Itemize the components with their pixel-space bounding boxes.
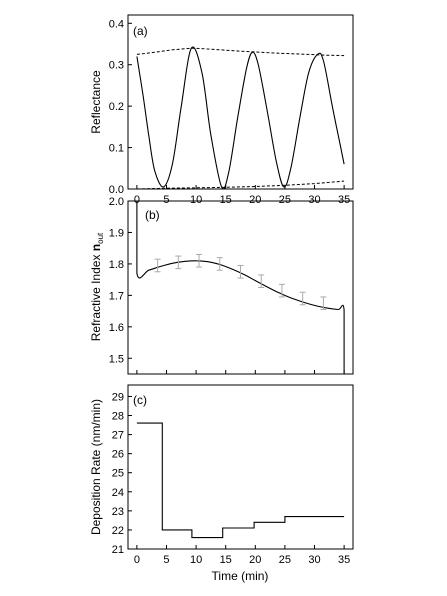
panel-a-y-tick-label: 0.2 (109, 101, 124, 113)
panel-b-frame (127, 200, 354, 375)
panel-b-error-bar (278, 283, 285, 298)
panel-c-y-tick-label: 29 (112, 391, 124, 403)
panel-a-series-envelope-line (136, 180, 345, 190)
panel-a-x-tick-label: 25 (279, 194, 291, 206)
panel-b-y-axis-title: Refractive Index nout (89, 232, 105, 341)
panel-c-x-tick-label: 15 (220, 554, 232, 566)
panel-c-y-tick-label: 21 (112, 544, 124, 556)
panel-a-y-axis-title: Reflectance (89, 70, 103, 134)
panel-b-y-tick-label: 1.7 (109, 290, 124, 302)
panel-c-x-tick-label: 10 (190, 554, 202, 566)
panel-c-x-tick-label: 30 (308, 554, 320, 566)
panel-c-ticks: 21 22 23 24 25 26 27 28 29 0 5 10 15 20 25 30 35 (112, 391, 350, 566)
panel-c-y-tick-label: 28 (112, 411, 124, 423)
panel-b-plot (136, 201, 345, 374)
panel-b-y-axis-title-subscript: out (96, 232, 105, 244)
panel-a-frame (127, 14, 354, 190)
panel-a-x-tick-label: 0 (134, 194, 140, 206)
panel-c-x-tick-label: 20 (249, 554, 261, 566)
panel-c-frame (127, 384, 354, 550)
panel-a-label: (a) (133, 24, 148, 38)
panel-b-label: (b) (145, 208, 160, 222)
panel-c-series-line (136, 422, 345, 539)
panel-c-y-axis-title: Deposition Rate (nm/min) (89, 399, 103, 535)
panel-c: (c) Deposition Rate (nm/min) Time (min) … (89, 384, 354, 583)
panel-b-error-bar (237, 264, 244, 279)
panel-b-ticks: 1.5 1.6 1.7 1.8 1.9 2.0 (109, 196, 345, 374)
panel-c-y-tick-label: 27 (112, 430, 124, 442)
panel-b-y-tick-label: 1.8 (109, 259, 124, 271)
panel-a-x-tick-label: 20 (249, 194, 261, 206)
panel-a-x-tick-label: 30 (308, 194, 320, 206)
panel-a-series-line (136, 46, 345, 190)
panel-a-y-tick-label: 0.0 (109, 184, 124, 196)
panel-c-x-tick-label: 35 (338, 554, 350, 566)
panel-c-plot (136, 422, 345, 539)
panel-c-x-tick-label: 5 (163, 554, 169, 566)
panel-c-y-tick-label: 26 (112, 449, 124, 461)
panel-b-series-line (136, 201, 345, 374)
panel-c-y-tick-label: 22 (112, 525, 124, 537)
panel-b-error-bar (216, 257, 223, 271)
panel-b-error-bar (258, 274, 265, 288)
panel-c-x-tick-label: 25 (279, 554, 291, 566)
panel-c-x-axis-title: Time (min) (212, 569, 269, 583)
panel-b-error-bar (299, 291, 306, 306)
panel-a-series-envelope-line (136, 47, 345, 57)
panel-a-plot (136, 46, 345, 190)
panel-b-y-axis-title-main: Refractive Index (89, 251, 103, 341)
panel-a-y-tick-label: 0.3 (109, 60, 124, 72)
panel-c-x-tick-label: 0 (134, 554, 140, 566)
panel-b-y-tick-label: 1.6 (109, 322, 124, 334)
panel-b-error-bar (154, 258, 161, 273)
panel-c-y-tick-label: 24 (112, 487, 124, 499)
panel-a-x-tick-label: 35 (338, 194, 350, 206)
panel-b: (b) Refractive Index nout 1.51.61.71.81.… (89, 196, 354, 375)
panel-a-x-tick-label: 5 (163, 194, 169, 206)
panel-a-x-tick-label: 10 (190, 194, 202, 206)
panel-b-error-bar (196, 253, 203, 268)
panel-c-label: (c) (133, 393, 147, 407)
panel-a-x-tick-label: 15 (220, 194, 232, 206)
panel-b-error-bar (320, 296, 327, 311)
panel-b-y-axis-title-bold: n (89, 244, 103, 251)
panel-b-y-tick-label: 1.9 (109, 227, 124, 239)
panel-b-y-tick-label: 2.0 (109, 196, 124, 208)
panel-c-y-tick-label: 23 (112, 506, 124, 518)
panel-a-ticks: 0.0 0.1 0.2 0.3 0.4 0 5 10 15 20 25 30 35 (109, 18, 351, 206)
panel-b-error-bar (175, 255, 182, 270)
panel-b-y-tick-label: 1.5 (109, 353, 124, 365)
panel-a-y-tick-label: 0.4 (109, 18, 124, 30)
panel-a-y-tick-label: 0.1 (109, 143, 124, 155)
panel-a: (a) Reflectance 0.0 0.1 0.2 0.3 0.4 0 5 10 15 20 2… (89, 14, 354, 206)
panel-c-y-tick-label: 25 (112, 468, 124, 480)
